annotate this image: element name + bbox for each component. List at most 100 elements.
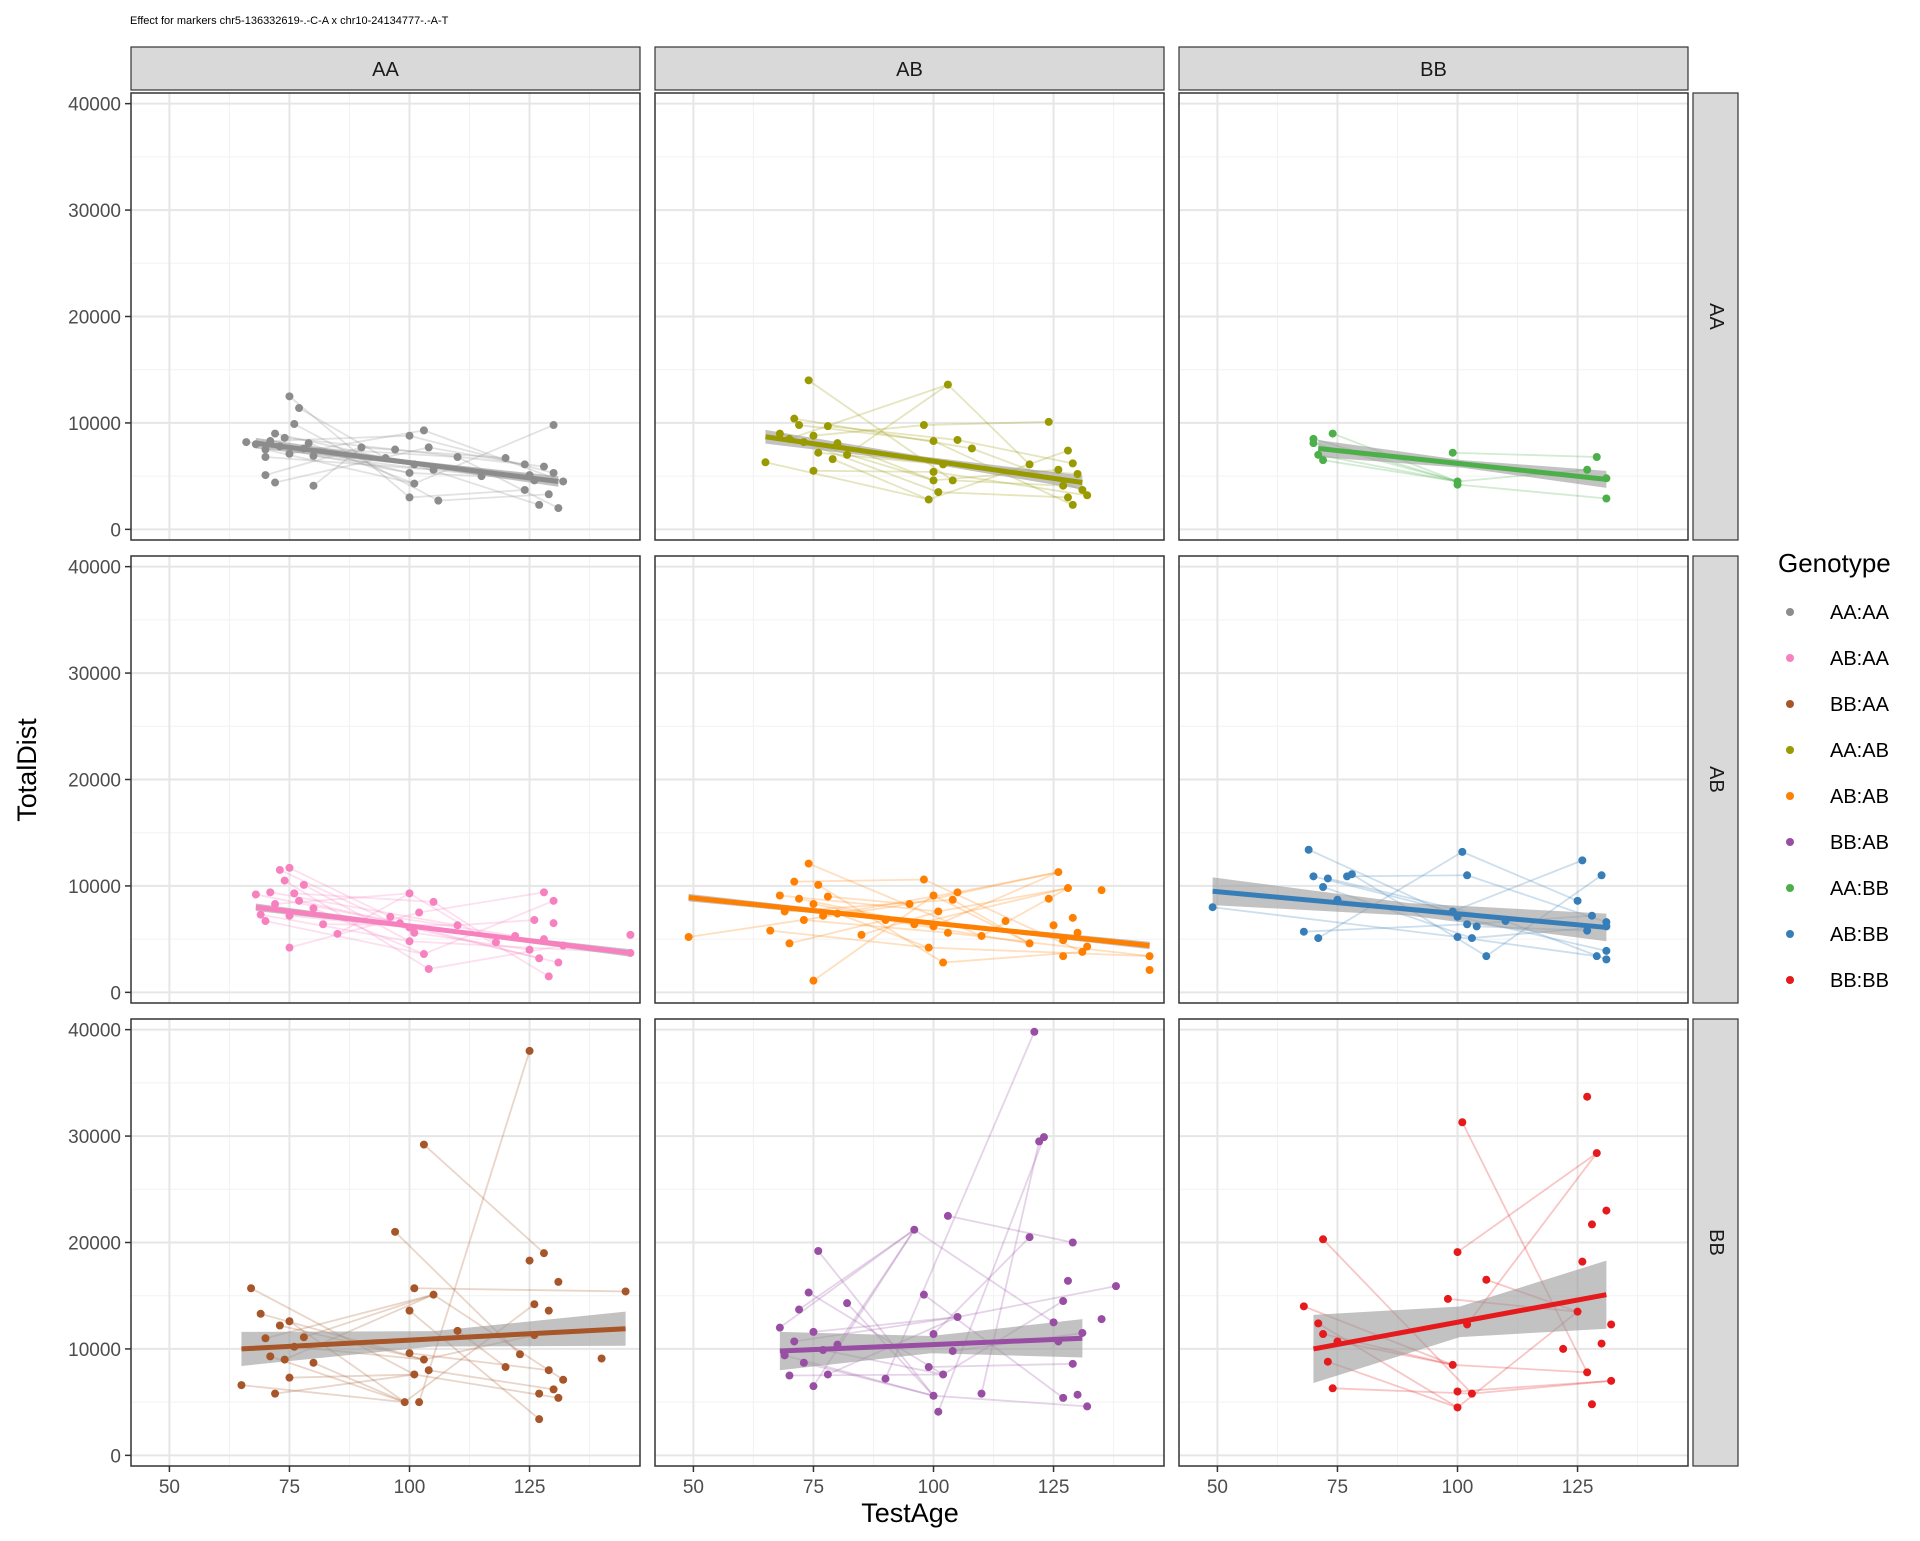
trajectory-line [957, 439, 1073, 465]
data-point [977, 1389, 986, 1398]
trajectory-line [1303, 923, 1468, 933]
panels-layer: AA AB BB AA AB BB 0 10000 20000 30000 40000 0 10000 2… [68, 46, 1739, 1498]
trajectory-line [817, 884, 944, 964]
data-point [285, 1373, 294, 1382]
fit-line [255, 440, 559, 484]
data-point [419, 426, 428, 435]
data-point [1453, 1387, 1462, 1396]
trajectory-line [428, 1369, 554, 1391]
data-point [1054, 465, 1063, 474]
trajectory-line [423, 1143, 545, 1254]
data-point [386, 912, 395, 921]
data-point [525, 1046, 534, 1055]
data-point [1309, 439, 1318, 448]
trajectory-line [303, 884, 410, 943]
column-strip [130, 46, 641, 91]
data-point [1602, 1206, 1611, 1215]
trajectory-line [423, 429, 564, 483]
trajectory-line [265, 1293, 434, 1340]
series-AA:AB [761, 376, 1092, 509]
data-point [419, 1140, 428, 1149]
trajectory-line [409, 472, 482, 478]
data-point [1592, 952, 1601, 961]
trajectory-line [803, 1361, 934, 1397]
y-tick-label: 10000 [68, 877, 121, 898]
data-point [1323, 1357, 1332, 1366]
fit-line [241, 1326, 626, 1352]
x-tick-label: 100 [1442, 1477, 1474, 1498]
data-point [539, 888, 548, 897]
data-point [549, 421, 558, 430]
series-BB:AA [237, 1046, 630, 1424]
panel-border [654, 1018, 1165, 1467]
data-point [953, 1313, 962, 1321]
data-point [280, 433, 289, 442]
trajectory-line [928, 946, 1150, 958]
data-point [929, 891, 938, 900]
panel-border [654, 92, 1165, 541]
trajectory-line [1452, 451, 1597, 458]
data-point [905, 900, 914, 909]
trajectory-line [1466, 1152, 1598, 1325]
panel-AA-AB [655, 93, 1164, 540]
data-point [429, 1290, 438, 1299]
trajectory-line [298, 899, 401, 925]
panel-border [1178, 555, 1689, 1004]
data-point [1573, 1307, 1582, 1316]
data-point [1453, 1403, 1462, 1412]
trajectory-line [409, 926, 559, 964]
fit-line [779, 1335, 1083, 1354]
x-tick-label: 50 [1207, 1477, 1228, 1498]
data-point [429, 897, 438, 906]
data-point [1145, 966, 1154, 975]
data-point [1044, 417, 1053, 426]
data-point [501, 454, 510, 463]
data-point [309, 1358, 318, 1367]
data-point [1208, 903, 1217, 912]
data-point [410, 928, 419, 937]
legend-item: AB:AA [1786, 648, 1890, 670]
row-strip [1692, 555, 1739, 1004]
trajectory-line [827, 425, 958, 441]
data-point [1607, 1320, 1616, 1329]
data-point [535, 1415, 544, 1424]
y-tick-label: 40000 [68, 95, 121, 116]
data-point [549, 468, 558, 477]
data-point [766, 926, 775, 935]
data-point [785, 939, 794, 948]
trajectory-line [408, 1309, 540, 1420]
data-point [1111, 1282, 1120, 1291]
data-point [559, 477, 568, 486]
data-point [525, 945, 534, 954]
data-point [520, 460, 529, 469]
trajectory-line [1457, 936, 1597, 958]
data-point [299, 880, 308, 889]
trajectory-line [798, 1228, 915, 1311]
y-tick-label: 0 [110, 520, 121, 541]
data-point [554, 1393, 563, 1402]
data-point [799, 915, 808, 924]
data-point [948, 895, 957, 904]
series-AB:AB [684, 859, 1154, 985]
trajectory-line [303, 1293, 434, 1339]
trajectory-line [269, 1355, 405, 1403]
trajectory-line [789, 919, 886, 945]
trajectory-line [923, 420, 1049, 426]
data-point [1573, 896, 1582, 905]
legend-label: BB:BB [1830, 970, 1889, 992]
trajectory-line [827, 895, 910, 905]
trajectory-line [1457, 483, 1607, 500]
column-strip-label: BB [1420, 59, 1447, 81]
trajectory-line [289, 1373, 415, 1379]
panel-AB-AB [655, 556, 1164, 1003]
trajectory-line [837, 912, 930, 949]
data-point [1078, 1328, 1087, 1337]
legend-item: AB:AB [1786, 786, 1889, 808]
trajectory-line [438, 493, 549, 502]
legend-key [1786, 654, 1794, 662]
data-point [919, 421, 928, 430]
legend-item: AA:AB [1786, 740, 1889, 762]
data-point [775, 1323, 784, 1332]
